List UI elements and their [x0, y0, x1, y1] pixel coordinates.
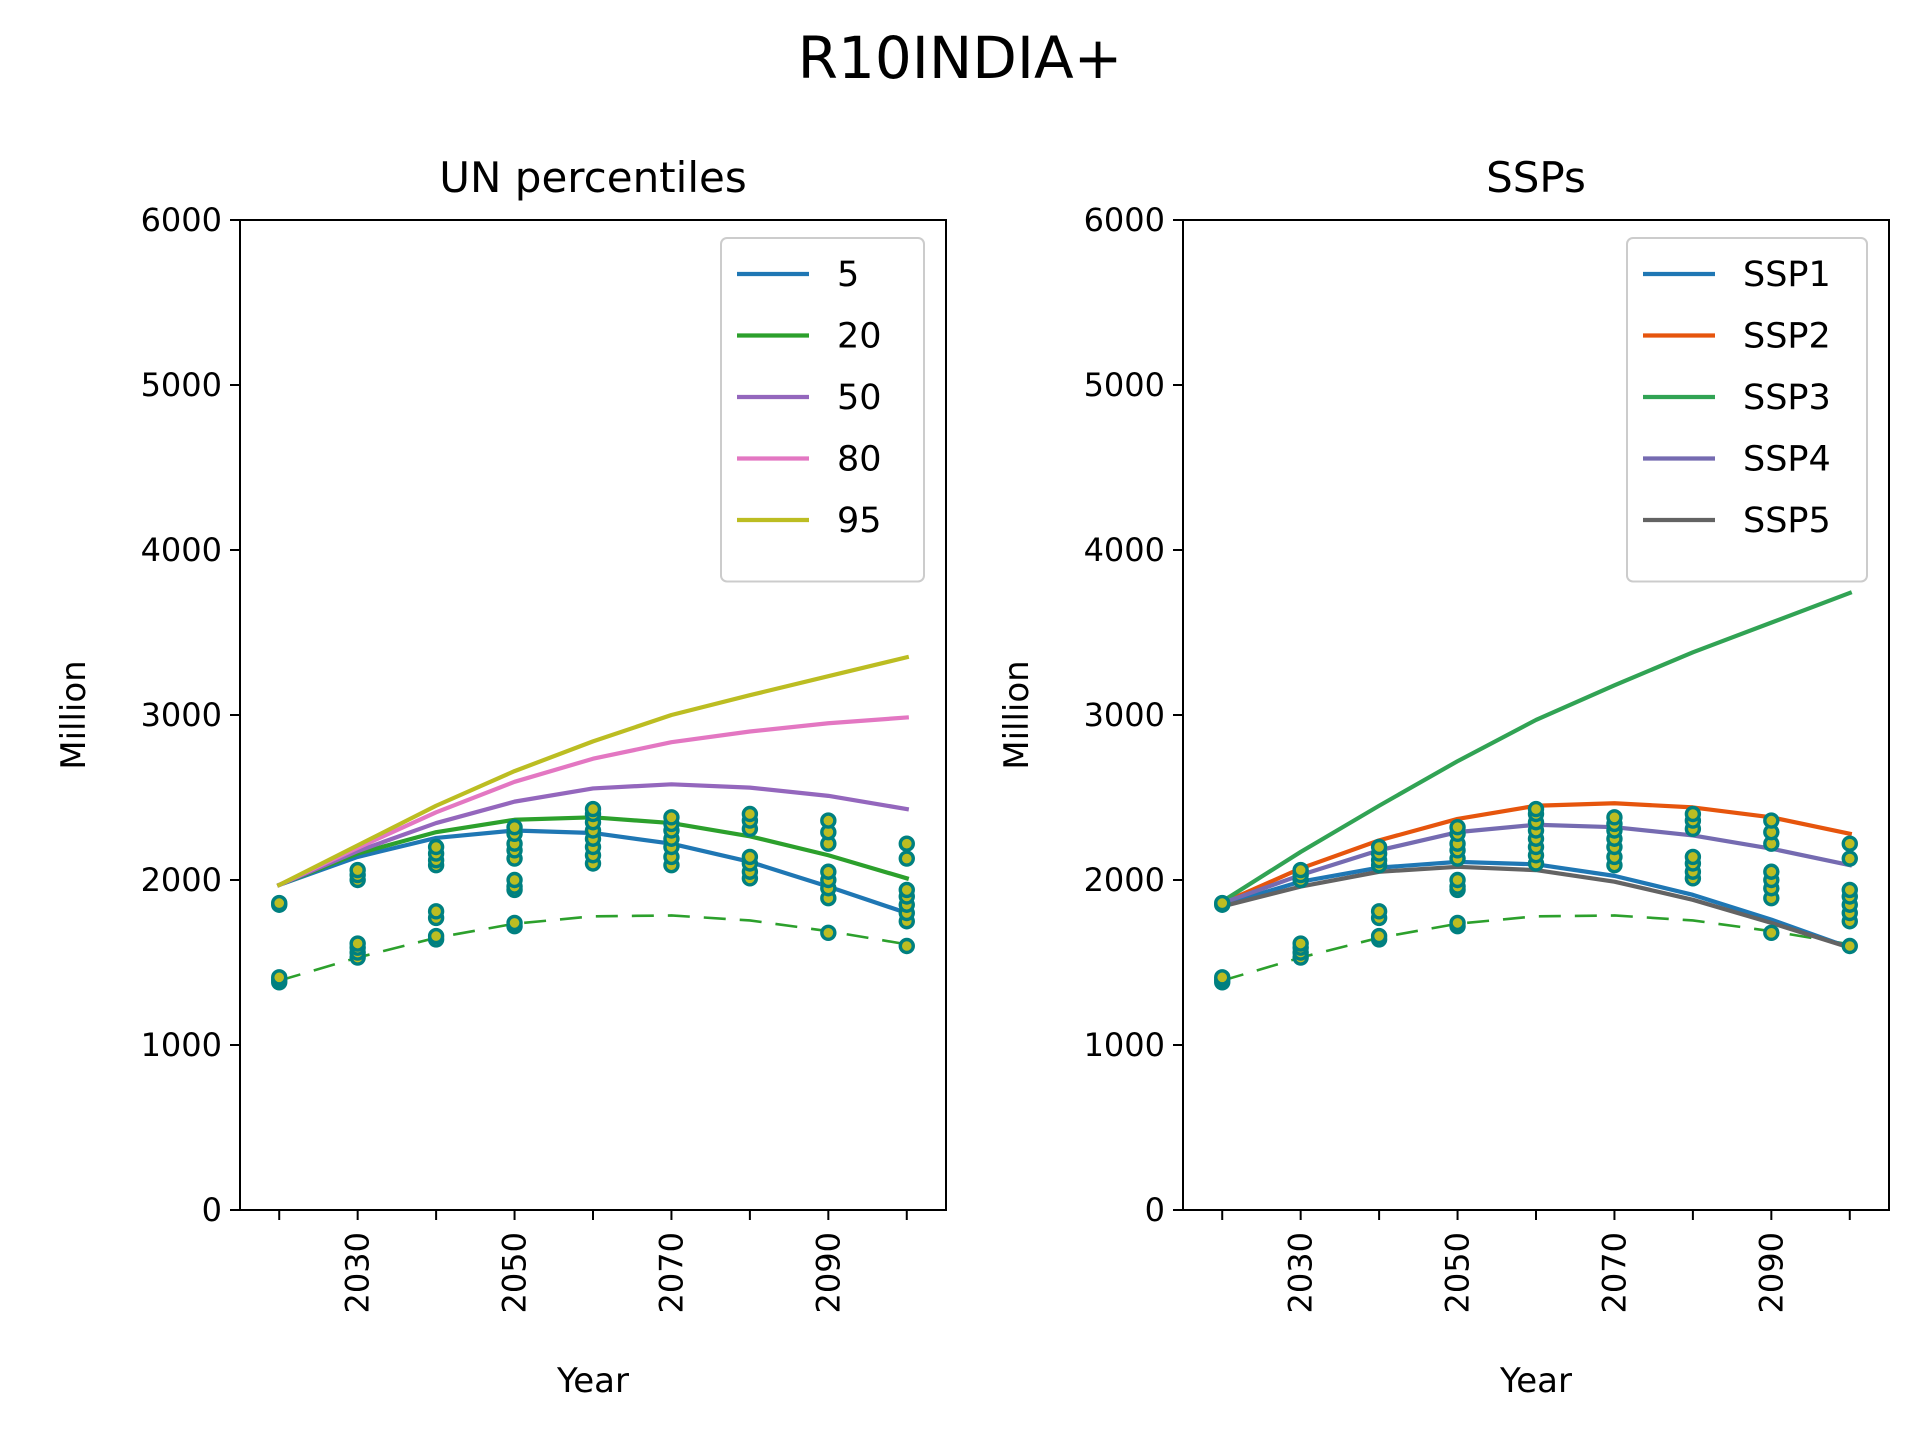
series-line-95 — [276, 654, 910, 888]
chart-panel-2: SSPs 0 1000 2000 3000 4000 5000 6000 2030 2050 207… — [997, 153, 1890, 1401]
scatter-point — [1841, 835, 1858, 852]
figure-suptitle: R10INDIA+ — [798, 24, 1123, 92]
scatter-point — [584, 800, 602, 818]
scatter-point — [1449, 914, 1466, 932]
y-tick-label: 3000 — [1084, 696, 1165, 734]
scatter-point — [427, 838, 445, 856]
legend-label: SSP2 — [1743, 317, 1831, 357]
reference-dashed-line — [1221, 914, 1850, 982]
legend-label: 50 — [837, 378, 882, 418]
scatter-point — [898, 835, 915, 852]
scatter-point — [898, 937, 915, 955]
scatter-point — [1763, 863, 1780, 880]
legend-label: SSP1 — [1743, 255, 1831, 295]
scatter-point — [1527, 800, 1545, 818]
x-tick-label: 2070 — [1595, 1232, 1633, 1313]
scatter-point — [820, 924, 837, 941]
scatter-point — [663, 809, 680, 826]
scatter-point — [820, 812, 837, 829]
scatter-point — [349, 861, 366, 879]
scatter-point — [1763, 812, 1780, 829]
scatter-point — [1763, 924, 1780, 941]
scatter-point — [1214, 894, 1231, 912]
x-tick-label: 2070 — [652, 1232, 690, 1313]
scatter-point — [1370, 927, 1388, 945]
scatter-point — [349, 935, 366, 952]
scatter-point — [506, 914, 523, 932]
scatter-point — [898, 850, 915, 867]
y-tick-label: 3000 — [141, 696, 222, 734]
panel-title: SSPs — [1486, 153, 1586, 202]
x-axis-label: Year — [556, 1361, 629, 1401]
scatter-point — [820, 863, 837, 880]
panel-title: UN percentiles — [439, 153, 746, 202]
scatter-point — [271, 894, 288, 912]
scatter-point — [1684, 848, 1702, 866]
x-tick-label: 2050 — [1439, 1232, 1477, 1313]
x-tick-label: 2090 — [1752, 1232, 1790, 1313]
plot-area — [271, 654, 915, 991]
series-line-SSP1 — [1219, 859, 1853, 951]
x-tick-label: 2050 — [496, 1232, 534, 1313]
scatter-point — [1214, 969, 1231, 986]
legend: 5 20 50 80 95 — [720, 237, 925, 583]
scatter-point — [741, 805, 759, 823]
series-line-80 — [276, 715, 910, 888]
y-tick-label: 2000 — [1084, 861, 1165, 899]
legend-label: 20 — [837, 317, 882, 357]
y-tick-label: 1000 — [1084, 1026, 1165, 1064]
y-tick-label: 2000 — [141, 861, 222, 899]
reference-dashed-line — [278, 914, 907, 982]
series-line-SSP3 — [1219, 590, 1853, 905]
legend-label: SSP3 — [1743, 378, 1831, 418]
scatter-point — [1292, 861, 1309, 879]
legend-box — [1626, 237, 1868, 583]
y-tick-label: 1000 — [141, 1026, 222, 1064]
legend: SSP1 SSP2 SSP3 SSP4 SSP5 — [1626, 237, 1868, 583]
x-axis-label: Year — [1499, 1361, 1572, 1401]
scatter-point — [427, 927, 445, 945]
scatter-point — [1684, 805, 1702, 823]
chart-panel-1: UN percentiles 0 1000 2000 3000 4000 5000 6000 2… — [54, 153, 947, 1401]
scatter-point — [271, 969, 288, 986]
scatter-point — [1449, 819, 1466, 836]
scatter-point — [1292, 935, 1309, 952]
y-axis-label: Million — [997, 660, 1037, 769]
scatter-point — [898, 881, 915, 899]
y-tick-label: 4000 — [141, 531, 222, 569]
legend-label: SSP4 — [1743, 440, 1831, 480]
legend-label: SSP5 — [1743, 501, 1831, 541]
x-tick-label: 2030 — [339, 1232, 377, 1313]
series-line-50 — [276, 782, 910, 888]
legend-label: 95 — [837, 501, 882, 541]
scatter-point — [1370, 838, 1388, 856]
y-axis-label: Million — [54, 660, 94, 769]
x-tick-label: 2030 — [1282, 1232, 1320, 1313]
scatter-point — [1841, 850, 1858, 867]
y-tick-label: 4000 — [1084, 531, 1165, 569]
legend-label: 80 — [837, 440, 882, 480]
scatter-point — [1449, 871, 1466, 889]
y-tick-label: 0 — [202, 1191, 222, 1229]
scatter-point — [1841, 881, 1858, 899]
legend-box — [720, 237, 925, 583]
scatter-point — [1841, 937, 1858, 955]
scatter-point — [506, 871, 523, 889]
y-tick-label: 5000 — [141, 366, 222, 404]
x-tick-label: 2090 — [809, 1232, 847, 1313]
y-tick-label: 0 — [1145, 1191, 1165, 1229]
plot-area — [1214, 590, 1858, 991]
y-tick-label: 5000 — [1084, 366, 1165, 404]
scatter-point — [1606, 809, 1623, 826]
y-tick-label: 6000 — [1084, 201, 1165, 239]
y-tick-label: 6000 — [141, 201, 222, 239]
scatter-point — [506, 819, 523, 836]
scatter-point — [1370, 903, 1388, 920]
scatter-point — [427, 903, 445, 920]
scatter-point — [741, 848, 759, 866]
legend-label: 5 — [837, 255, 859, 295]
